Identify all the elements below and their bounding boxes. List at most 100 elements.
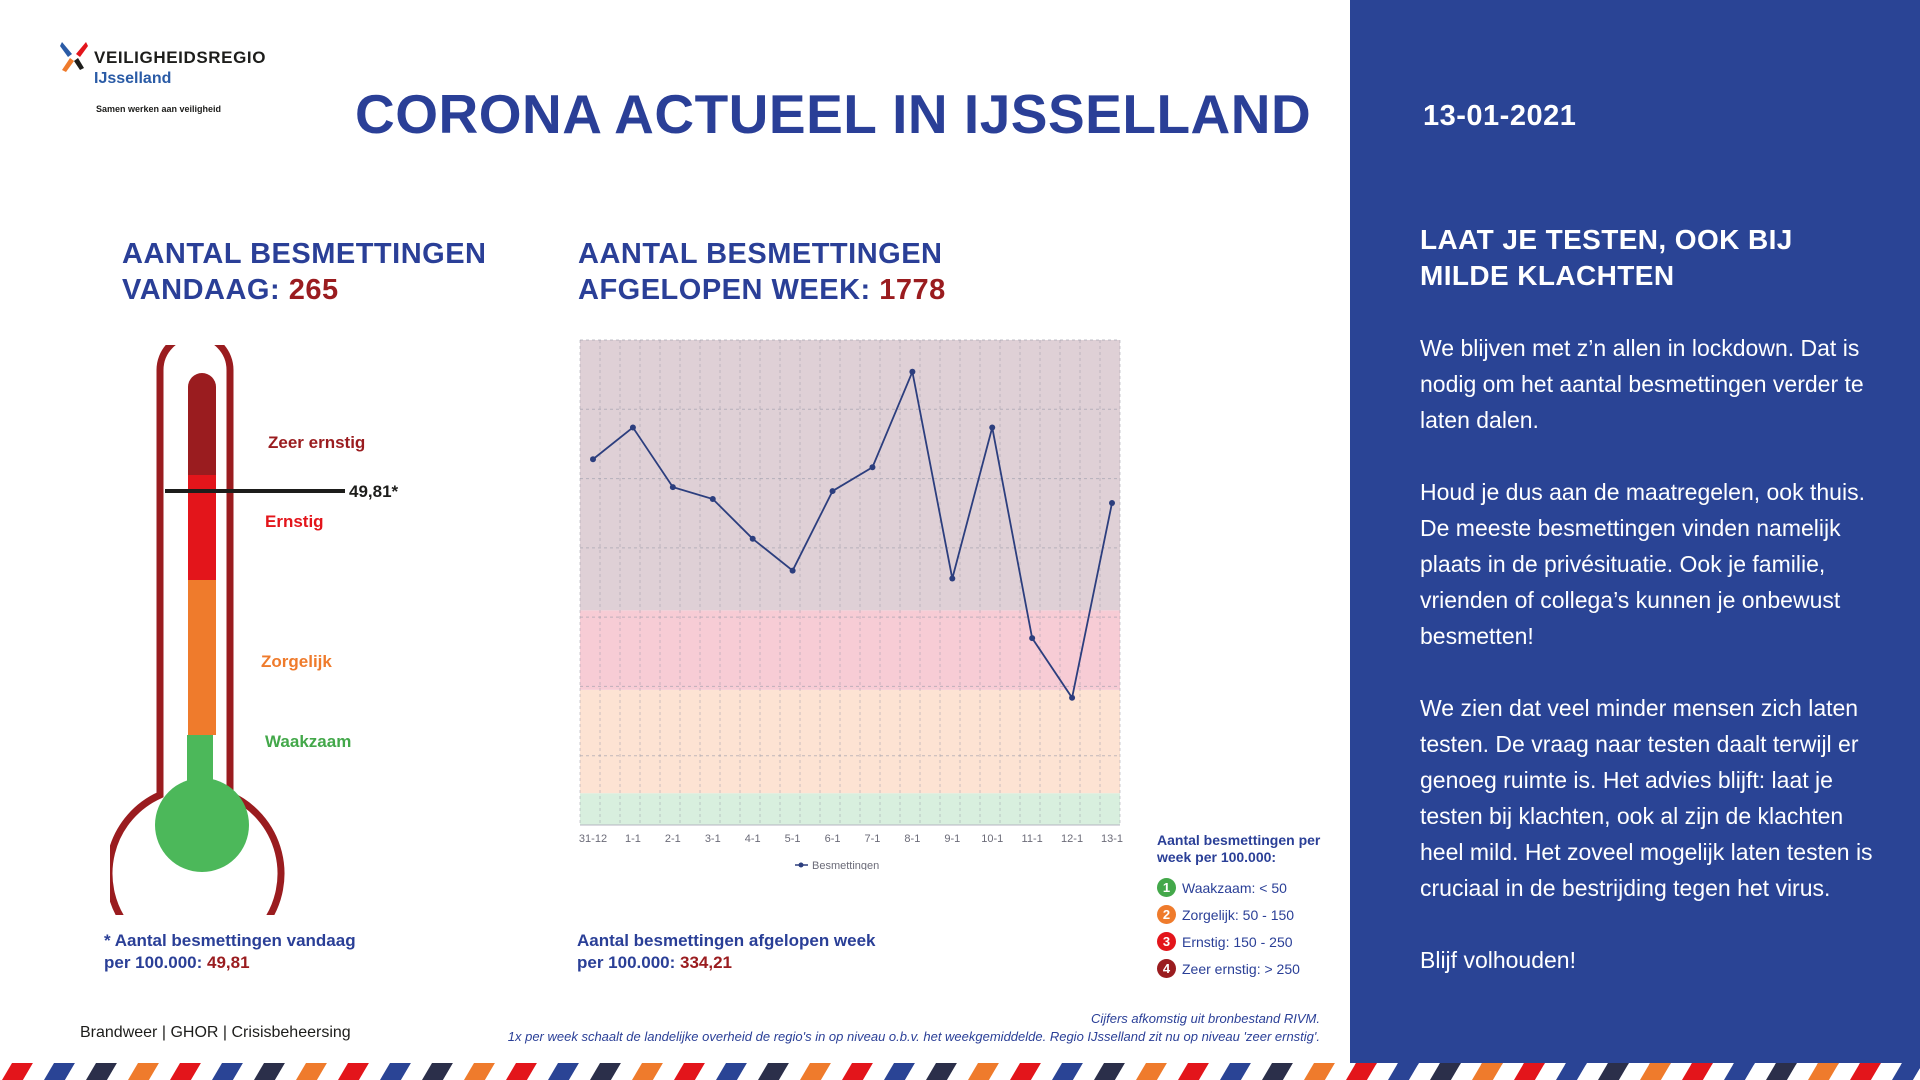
logo: VEILIGHEIDSREGIO IJsselland Samen werken…	[58, 40, 318, 120]
stripe-segment	[254, 1063, 285, 1080]
stripe-segment	[632, 1063, 663, 1080]
week-title-label: AFGELOPEN WEEK:	[578, 274, 880, 306]
stripe-segment	[1829, 1063, 1860, 1080]
stripe-segment	[989, 1063, 1020, 1080]
x-tick-label: 10-1	[981, 833, 1003, 845]
x-tick-label: 3-1	[705, 833, 721, 845]
stripe-segment	[1535, 1063, 1566, 1080]
source-line-2: 1x per week schaalt de landelijke overhe…	[507, 1029, 1320, 1044]
sidebar-title-line1: LAAT JE TESTEN, OOK BIJ	[1420, 224, 1793, 255]
date-label: 13-01-2021	[1423, 100, 1577, 132]
stripe-segment	[443, 1063, 474, 1080]
partner-crisisbeheersing: Crisisbeheersing	[231, 1024, 351, 1041]
stripe-segment	[1073, 1063, 1104, 1080]
x-tick-label: 12-1	[1061, 833, 1083, 845]
stripe-segment	[506, 1063, 537, 1080]
stripe-segment	[1871, 1063, 1902, 1080]
stripe-segment	[611, 1063, 642, 1080]
stripe-segment	[1556, 1063, 1587, 1080]
today-note-value: 49,81	[207, 953, 250, 972]
week-note-label: per 100.000:	[577, 953, 681, 972]
data-point	[989, 424, 996, 431]
stripe-segment	[170, 1063, 201, 1080]
stripe-segment	[86, 1063, 117, 1080]
stripe-segment	[65, 1063, 96, 1080]
chart-band-4	[580, 340, 1120, 611]
stripe-segment	[0, 1063, 12, 1080]
stripe-segment	[695, 1063, 726, 1080]
stripe-segment	[674, 1063, 705, 1080]
sidebar-title: LAAT JE TESTEN, OOK BIJ MILDE KLACHTEN	[1420, 222, 1793, 294]
stripe-segment	[1010, 1063, 1041, 1080]
thermometer-marker-label: 49,81*	[349, 482, 399, 501]
thermometer: 49,81* Zeer ernstig Ernstig Zorgelijk Wa…	[110, 345, 399, 915]
chart-legend-label: Besmettingen	[812, 860, 879, 870]
today-title-line1: AANTAL BESMETTINGEN	[122, 238, 487, 270]
week-note-value: 334,21	[680, 953, 733, 972]
level-legend-title: Aantal besmettingen per week per 100.000…	[1157, 832, 1321, 865]
x-tick-label: 13-1	[1101, 833, 1123, 845]
level-legend: Aantal besmettingen per week per 100.000…	[1157, 832, 1347, 982]
label-ernstig: Ernstig	[265, 512, 324, 531]
x-tick-label: 6-1	[825, 833, 841, 845]
stripe-segment	[1220, 1063, 1251, 1080]
sidebar-title-line2: MILDE KLACHTEN	[1420, 260, 1675, 291]
stripe-segment	[569, 1063, 600, 1080]
stripe-segment	[1682, 1063, 1713, 1080]
thermometer-level-zeer-ernstig	[188, 373, 216, 475]
legend-number-3: 3	[1157, 932, 1176, 951]
stripe-segment	[1178, 1063, 1209, 1080]
chart-band-3	[580, 610, 1120, 690]
data-point	[1029, 635, 1036, 642]
data-point	[909, 368, 916, 375]
logo-tagline: Samen werken aan veiligheid	[96, 104, 222, 114]
series-line-besmettingen	[592, 368, 1113, 701]
chart-band-1	[580, 793, 1120, 825]
legend-label-ernstig: Ernstig: 150 - 250	[1182, 933, 1293, 950]
stripe-segment	[1367, 1063, 1398, 1080]
legend-label-zeer-ernstig: Zeer ernstig: > 250	[1182, 960, 1300, 977]
stripe-segment	[1325, 1063, 1356, 1080]
sidebar-paragraph-4: Blijf volhouden!	[1420, 947, 1576, 973]
partner-ghor: GHOR	[170, 1024, 219, 1041]
week-title: AANTAL BESMETTINGEN AFGELOPEN WEEK: 1778	[578, 236, 946, 308]
thermometer-level-zorgelijk	[188, 580, 216, 735]
logo-mark-icon	[60, 42, 88, 72]
stripe-segment	[1241, 1063, 1272, 1080]
legend-label-waakzaam: Waakzaam: < 50	[1182, 879, 1287, 896]
thermometer-bulb	[155, 778, 249, 872]
week-title-line2: AFGELOPEN WEEK: 1778	[578, 272, 946, 308]
stripe-segment	[1514, 1063, 1545, 1080]
stripe-segment	[1409, 1063, 1440, 1080]
stripe-segment	[1031, 1063, 1062, 1080]
stripe-segment	[317, 1063, 348, 1080]
label-zorgelijk: Zorgelijk	[261, 652, 332, 671]
x-tick-label: 11-1	[1022, 833, 1043, 845]
stripe-segment	[1787, 1063, 1818, 1080]
x-tick-label: 4-1	[745, 833, 761, 845]
stripe-segment	[947, 1063, 978, 1080]
sidebar-paragraph-1: We blijven met z’n allen in lockdown. Da…	[1420, 335, 1864, 433]
stripe-segment	[359, 1063, 390, 1080]
today-note-line2: per 100.000: 49,81	[104, 952, 356, 974]
stripe-segment	[1661, 1063, 1692, 1080]
decorative-stripe	[0, 1063, 1920, 1080]
legend-number-4: 4	[1157, 959, 1176, 978]
stripe-segment	[1451, 1063, 1482, 1080]
stripe-segment	[1808, 1063, 1839, 1080]
stripe-segment	[1745, 1063, 1776, 1080]
chart-band-2	[580, 689, 1120, 794]
data-point	[590, 456, 596, 463]
stripe-segment	[758, 1063, 789, 1080]
today-value: 265	[288, 274, 339, 306]
stripe-segment	[1850, 1063, 1881, 1080]
logo-region: IJsselland	[94, 70, 172, 87]
x-tick-label: 31-12	[579, 833, 607, 845]
stripe-segment	[1136, 1063, 1167, 1080]
stripe-segment	[338, 1063, 369, 1080]
sidebar-paragraph-2: Houd je dus aan de maatregelen, ook thui…	[1420, 479, 1865, 649]
x-tick-label: 5-1	[785, 833, 801, 845]
stripe-segment	[821, 1063, 852, 1080]
source-line-1: Cijfers afkomstig uit bronbestand RIVM.	[1090, 1011, 1320, 1026]
partner-brandweer: Brandweer	[80, 1024, 158, 1041]
